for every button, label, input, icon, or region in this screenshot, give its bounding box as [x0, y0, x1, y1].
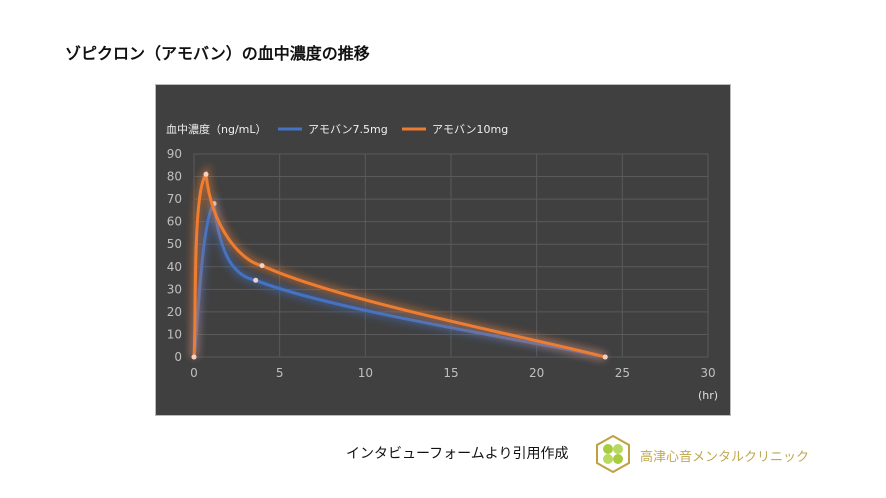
source-note: インタビューフォームより引用作成: [346, 446, 569, 462]
x-tick-label: 10: [358, 366, 373, 380]
x-tick-label: 15: [443, 366, 458, 380]
x-tick-label: 5: [276, 366, 284, 380]
x-unit-label: (hr): [698, 389, 718, 402]
y-tick-label: 30: [167, 282, 182, 296]
legend-label: アモバン7.5mg: [308, 123, 388, 136]
series-line: [192, 199, 606, 359]
data-point: [602, 354, 608, 360]
clinic-name: 高津心音メンタルクリニック: [640, 450, 810, 465]
data-point: [191, 354, 197, 360]
data-point: [253, 277, 259, 283]
y-tick-label: 60: [167, 215, 182, 229]
clinic-logo-icon: [596, 435, 630, 473]
series-line: [192, 170, 606, 359]
y-tick-label: 40: [167, 260, 182, 274]
y-tick-label: 20: [167, 305, 182, 319]
series-glow: [190, 163, 607, 361]
x-tick-label: 25: [615, 366, 630, 380]
page-title: ゾピクロン（アモバン）の血中濃度の推移: [65, 44, 370, 63]
legend-label: アモバン10mg: [432, 123, 508, 136]
y-tick-label: 90: [167, 147, 182, 161]
y-tick-label: 80: [167, 170, 182, 184]
y-tick-label: 0: [174, 350, 182, 364]
y-axis-label: 血中濃度（ng/mL）: [166, 122, 267, 136]
chart: 0 10 20 30 40 50 60 70 80 90 0 5 10 15 20 25 30 (hr) 血中濃度（…: [155, 84, 731, 416]
chart-svg: 0 10 20 30 40 50 60 70 80 90 0 5 10 15 20 25 30 (hr) 血中濃度（…: [166, 122, 718, 402]
x-tick-label: 30: [700, 366, 715, 380]
y-tick-label: 50: [167, 237, 182, 251]
x-tick-label: 20: [529, 366, 544, 380]
x-tick-label: 0: [190, 366, 198, 380]
y-tick-label: 10: [167, 327, 182, 341]
y-tick-label: 70: [167, 192, 182, 206]
data-point: [203, 171, 209, 177]
data-point: [259, 263, 265, 269]
